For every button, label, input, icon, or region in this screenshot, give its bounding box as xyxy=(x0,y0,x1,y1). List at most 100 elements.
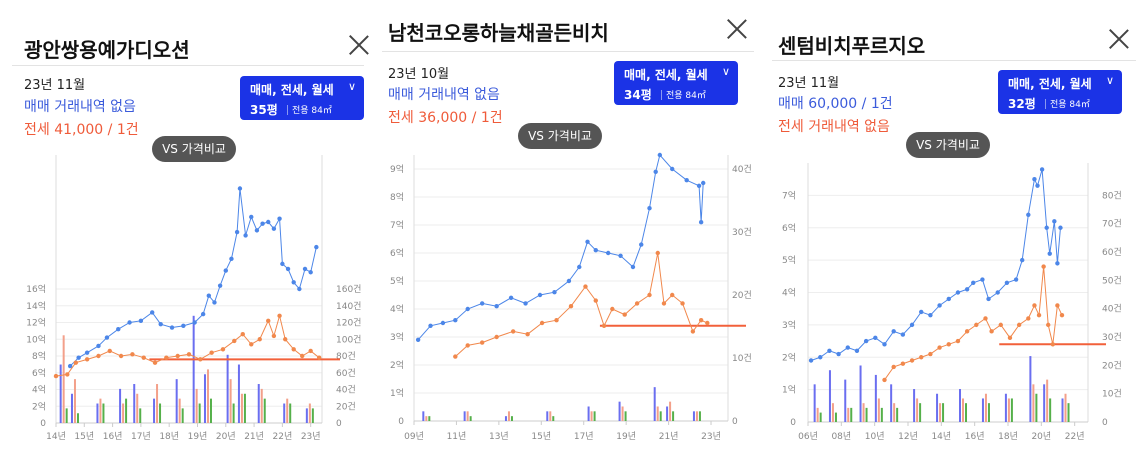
sale-price-point xyxy=(127,320,132,325)
volume-bar-rent xyxy=(593,411,596,421)
jeonse-price-point xyxy=(1050,342,1056,347)
jeonse-price-point xyxy=(964,329,970,334)
sale-price-point xyxy=(552,290,557,295)
trade-type-selector[interactable]: 매매, 전세, 월세 ∨ 34평 전용 84㎡ xyxy=(614,61,738,105)
close-icon[interactable] xyxy=(1108,28,1130,50)
latest-month: 23년 11월 xyxy=(778,76,840,91)
y-tick-label: 7억 xyxy=(782,189,796,201)
volume-bar-sale xyxy=(133,384,136,423)
volume-bar-jeonse xyxy=(1007,398,1010,422)
jeonse-price-point xyxy=(164,355,169,360)
jeonse-price-point xyxy=(998,322,1003,328)
jeonse-summary: 전세 41,000 / 1건 xyxy=(24,122,139,138)
y2-tick-label: 30건 xyxy=(1102,332,1122,343)
jeonse-price-point xyxy=(601,323,607,328)
volume-bar-jeonse xyxy=(122,403,125,423)
volume-bar-rent xyxy=(76,413,79,423)
sale-summary: 매매 거래내역 없음 xyxy=(388,87,500,103)
trade-types-label: 매매, 전세, 월세 xyxy=(250,83,334,97)
y2-tick-label: 160건 xyxy=(336,284,361,295)
property-title: 남천코오롱하늘채골든비치 xyxy=(388,21,609,45)
sale-price-point xyxy=(508,295,514,300)
volume-bar-sale xyxy=(813,384,816,422)
y-tick-label: 5억 xyxy=(782,254,796,266)
jeonse-price-point xyxy=(266,318,271,324)
jeonse-price-point xyxy=(479,340,485,345)
volume-bar-rent xyxy=(181,408,184,423)
jeonse-price-point xyxy=(494,334,499,340)
volume-bar-jeonse xyxy=(195,388,198,423)
vs-compare-button[interactable]: VS 가격비교 xyxy=(906,132,990,158)
volume-bar-jeonse xyxy=(73,379,76,423)
sale-price-point xyxy=(1044,225,1049,230)
x-tick-label: 22년 xyxy=(1065,431,1085,442)
jeonse-summary: 전세 거래내역 없음 xyxy=(778,119,890,135)
sale-price-point xyxy=(150,310,155,315)
y-tick-label: 6억 xyxy=(390,247,404,259)
jeonse-price-point xyxy=(525,332,530,337)
sale-price-point xyxy=(1032,176,1037,182)
y-tick-label: 8억 xyxy=(32,350,46,362)
vs-compare-button[interactable]: VS 가격비교 xyxy=(152,136,236,162)
y2-tick-label: 120건 xyxy=(336,318,361,329)
y-tick-label: 4억 xyxy=(32,384,46,396)
divider xyxy=(772,60,1136,61)
chevron-down-icon: ∨ xyxy=(721,65,730,78)
trade-type-selector[interactable]: 매매, 전세, 월세 ∨ 32평 전용 84㎡ xyxy=(998,70,1122,114)
vs-compare-button[interactable]: VS 가격비교 xyxy=(518,123,602,149)
jeonse-price-point xyxy=(680,301,685,306)
x-tick-label: 09년 xyxy=(404,431,424,442)
y2-tick-label: 70건 xyxy=(1102,219,1122,230)
volume-bar-jeonse xyxy=(206,369,209,423)
volume-bar-rent xyxy=(552,416,555,421)
jeonse-price-point xyxy=(1046,322,1051,328)
volume-bar-sale xyxy=(981,398,984,422)
property-title: 센텀비치푸르지오 xyxy=(778,34,926,58)
x-tick-label: 20년 xyxy=(216,431,236,442)
volume-bar-sale xyxy=(936,393,939,422)
volume-bar-sale xyxy=(1004,393,1007,422)
y-tick-label: 8억 xyxy=(390,191,404,203)
close-icon[interactable] xyxy=(348,34,370,56)
volume-bar-rent xyxy=(125,398,128,423)
volume-bar-sale xyxy=(959,389,962,422)
volume-bar-jeonse xyxy=(939,403,942,422)
volume-bar-rent xyxy=(243,393,246,423)
jeonse-price-point xyxy=(539,320,545,326)
y2-tick-label: 10건 xyxy=(1102,389,1122,400)
jeonse-price-point xyxy=(118,353,124,359)
sale-price-point xyxy=(827,348,832,353)
sale-price-line xyxy=(810,169,1061,361)
volume-bar-sale xyxy=(692,411,695,421)
volume-bar-jeonse xyxy=(962,398,965,422)
jeonse-price-point xyxy=(271,333,277,339)
jeonse-price-line xyxy=(55,313,320,377)
trade-type-selector[interactable]: 매매, 전세, 월세 ∨ 35평 전용 84㎡ xyxy=(240,76,364,120)
x-tick-label: 18년 xyxy=(159,431,179,442)
sale-price-point xyxy=(271,226,277,231)
y-tick-label: 10억 xyxy=(26,333,46,345)
volume-bar-jeonse xyxy=(816,407,819,422)
sale-price-point xyxy=(266,219,271,225)
volume-bar-jeonse xyxy=(1064,393,1067,422)
sale-price-point xyxy=(277,216,282,221)
sale-price-point xyxy=(67,363,73,369)
jeonse-price-point xyxy=(1036,312,1042,318)
volume-bar-sale xyxy=(546,411,549,421)
volume-bar-sale xyxy=(226,354,229,423)
sale-price-point xyxy=(928,312,933,318)
close-icon[interactable] xyxy=(726,18,748,40)
sale-price-point xyxy=(234,229,240,235)
volume-bar-jeonse xyxy=(240,393,243,423)
jeonse-price-point xyxy=(277,313,282,318)
sale-price-point xyxy=(854,348,860,353)
x-tick-label: 14년 xyxy=(931,431,951,442)
y2-tick-label: 40건 xyxy=(336,385,356,396)
pyeong-label: 32평 xyxy=(1008,97,1036,111)
volume-bar-sale xyxy=(828,370,831,422)
volume-bar-rent xyxy=(865,407,868,422)
sale-price-point xyxy=(254,228,260,233)
sale-price-point xyxy=(577,264,582,270)
sale-price-point xyxy=(919,309,924,315)
x-tick-label: 06년 xyxy=(798,431,818,442)
